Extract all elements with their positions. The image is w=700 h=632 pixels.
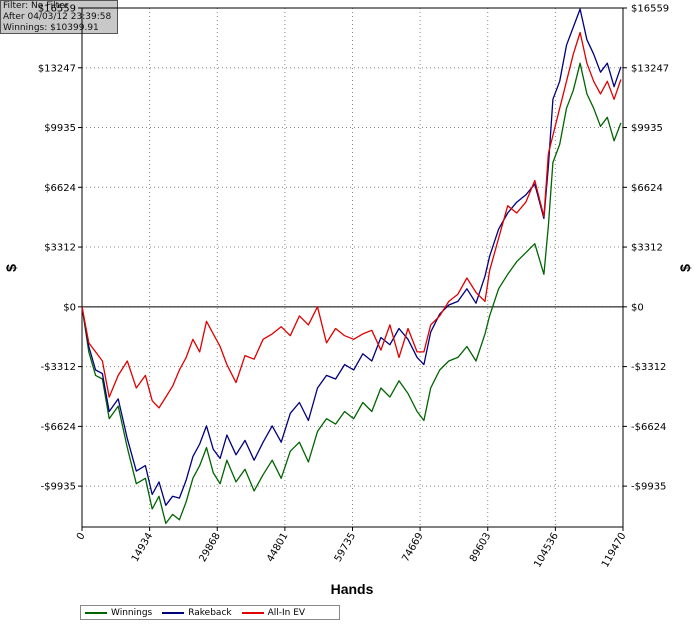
series-line-rakeback (81, 8, 622, 506)
legend-item-rakeback: Rakeback (162, 607, 232, 618)
x-axis-label: Hands (331, 581, 374, 597)
winnings-total-text: Winnings: $10399.91 (3, 23, 99, 33)
x-tick-label: 74669 (400, 531, 425, 564)
y-tick-label-right: $16559 (631, 4, 669, 15)
filter-info-box: Filter: No Filter After 04/03/12 23:39:5… (0, 0, 118, 34)
legend-swatch-allin-ev (241, 611, 264, 614)
x-tick-label: 89603 (468, 531, 493, 564)
x-tick-label: 44801 (265, 531, 290, 564)
y-tick-label-left: -$6624 (41, 422, 76, 433)
filter-text: Filter: No Filter (3, 1, 69, 11)
y-tick-label-right: -$9935 (631, 482, 666, 493)
y-tick-label-right: $13247 (631, 63, 669, 74)
legend-swatch-rakeback (162, 611, 185, 614)
y-tick-label-left: $9935 (44, 123, 76, 134)
legend-item-winnings: Winnings (85, 608, 152, 618)
x-tick-label: 59735 (333, 531, 358, 564)
series-line-winnings (81, 62, 622, 525)
series-line-all-in-ev (81, 31, 622, 409)
y-tick-label-right: $0 (631, 302, 644, 313)
y-tick-label-left: $3312 (44, 243, 76, 254)
chart-legend: Winnings Rakeback All-In EV (80, 605, 340, 620)
y-tick-label-left: $16559 (38, 4, 76, 15)
y-tick-label-right: $6624 (631, 183, 663, 194)
y-tick-label-left: $0 (63, 302, 76, 313)
y-axis-label-left: $ (3, 264, 19, 272)
date-filter-text: After 04/03/12 23:39:58 (3, 12, 112, 22)
y-tick-label-right: $3312 (631, 243, 663, 254)
series-lines (81, 8, 622, 525)
y-tick-label-right: $9935 (631, 123, 663, 134)
x-tick-label: 29868 (197, 531, 222, 564)
legend-label-allin-ev: All-In EV (267, 607, 306, 618)
x-tick-label: 14934 (130, 531, 155, 564)
y-tick-label-left: $6624 (44, 183, 76, 194)
y-tick-label-left: -$9935 (41, 482, 76, 493)
x-tick-label: 0 (75, 531, 88, 542)
legend-item-allin-ev: All-In EV (241, 607, 306, 618)
x-tick-label: 104536 (532, 531, 561, 570)
y-tick-label-left: $13247 (38, 63, 76, 74)
x-tick-label: 119470 (600, 531, 629, 570)
y-axis-label-right: $ (677, 264, 693, 272)
y-axis-right-ticks: $16559 $13247 $9935 $6624 $3312 $0 -$3312 -$662… (623, 4, 669, 493)
x-axis-ticks: 0 14934 29868 44801 59735 74669 89603 104536 119… (75, 527, 629, 570)
y-tick-label-left: -$3312 (41, 362, 76, 373)
legend-label-winnings: Winnings (111, 607, 153, 618)
legend-label-rakeback: Rakeback (188, 607, 232, 618)
y-tick-label-right: -$3312 (631, 362, 666, 373)
legend-swatch-winnings (85, 611, 107, 614)
y-axis-left-ticks: $16559 $13247 $9935 $6624 $3312 $0 -$3312 -$662… (38, 4, 82, 493)
y-tick-label-right: -$6624 (631, 422, 666, 433)
